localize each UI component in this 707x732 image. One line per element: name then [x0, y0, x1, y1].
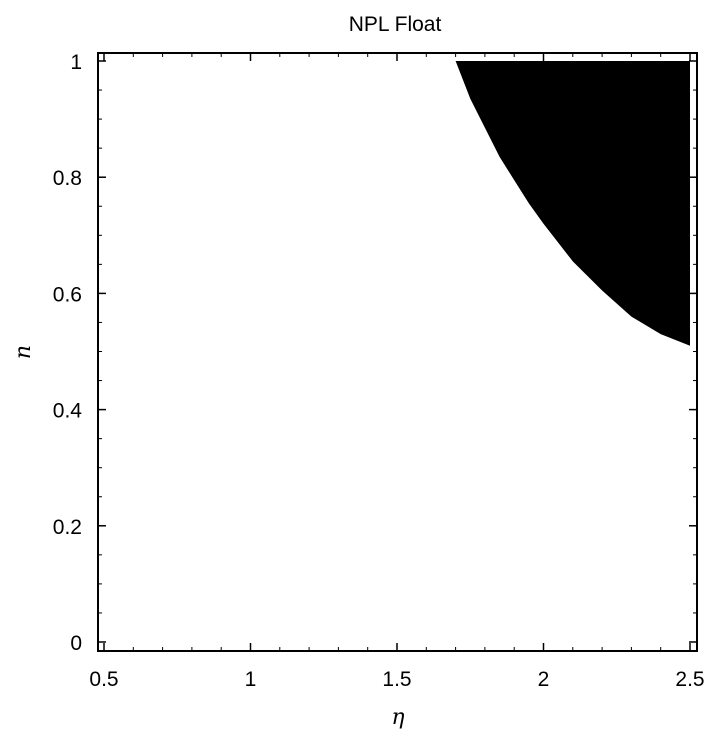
x-tick-label: 2 — [538, 668, 550, 691]
y-tick-label: 0.2 — [53, 516, 82, 539]
x-tick-label: 1 — [245, 668, 257, 691]
x-tick-label: 1.5 — [382, 668, 411, 691]
x-tick-label: 0.5 — [89, 668, 118, 691]
chart-title: NPL Float — [349, 13, 442, 36]
shaded-region — [455, 61, 690, 346]
y-tick-label: 0.8 — [53, 167, 82, 190]
plot-area: 0.5 1 1.5 2 2.5 0 0.2 0.4 0.6 0.8 1 — [53, 51, 705, 691]
y-tick-label: 0.4 — [53, 400, 83, 423]
y-tick-label: 1 — [70, 51, 82, 74]
x-axis-label: η — [391, 705, 404, 730]
x-tick-label: 2.5 — [675, 668, 704, 691]
y-axis-label: n — [11, 345, 36, 359]
y-tick-label: 0 — [70, 632, 82, 655]
y-tick-label: 0.6 — [53, 283, 82, 306]
